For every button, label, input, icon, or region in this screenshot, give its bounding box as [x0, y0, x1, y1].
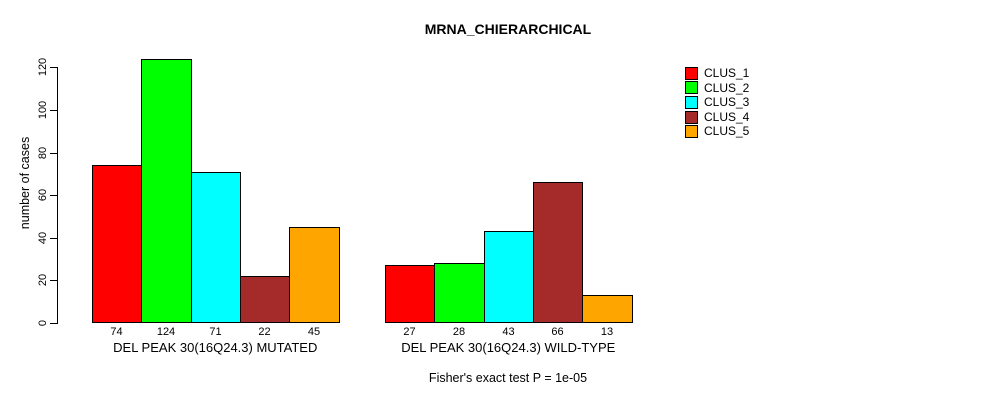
bar-value-label: 66	[551, 326, 564, 338]
bar-clus_4-group2	[533, 182, 583, 323]
legend-item: CLUS_2	[685, 81, 749, 96]
y-tick-label: 100	[37, 100, 49, 120]
bar-clus_4-group1	[240, 276, 290, 323]
y-tick-label: 80	[37, 146, 49, 160]
bar-clus_3-group1	[191, 172, 241, 323]
bar-value-label: 27	[403, 326, 416, 338]
legend-item: CLUS_1	[685, 66, 749, 81]
legend-item: CLUS_3	[685, 95, 749, 110]
bar-value-label: 13	[600, 326, 614, 338]
bar-value-label: 22	[258, 326, 271, 338]
y-tick-label: 40	[37, 231, 49, 245]
bar-value-label: 45	[307, 326, 321, 338]
bar-clus_5-group1	[289, 227, 340, 323]
y-tick-mark	[50, 195, 58, 196]
bar-value-label: 28	[452, 326, 466, 338]
legend-label: CLUS_3	[704, 95, 750, 110]
statistical-test-note: Fisher's exact test P = 1e-05	[428, 371, 588, 385]
group-label: DEL PEAK 30(16Q24.3) WILD-TYPE	[401, 340, 616, 355]
y-tick-label: 60	[37, 188, 49, 202]
y-tick-mark	[50, 110, 58, 111]
y-axis-title: number of cases	[18, 136, 32, 230]
y-tick-label: 20	[37, 273, 49, 287]
bar-value-label: 74	[110, 326, 123, 338]
legend-swatch-icon	[685, 95, 698, 109]
bar-value-label: 71	[209, 326, 222, 338]
y-tick-mark	[50, 67, 58, 68]
chart-title: MRNA_CHIERARCHICAL	[424, 21, 592, 37]
legend-item: CLUS_4	[685, 110, 749, 125]
legend-label: CLUS_5	[704, 124, 750, 139]
legend-swatch-icon	[685, 125, 698, 139]
bar-clus_1-group1	[92, 165, 142, 323]
bar-value-label: 124	[156, 326, 176, 338]
y-tick-mark	[50, 153, 58, 154]
bar-clus_2-group2	[434, 263, 485, 323]
legend-swatch-icon	[685, 66, 698, 80]
y-tick-mark	[50, 323, 58, 324]
legend-label: CLUS_4	[704, 109, 750, 124]
bar-clus_5-group2	[582, 295, 633, 323]
legend-label: CLUS_1	[704, 66, 750, 80]
legend-swatch-icon	[685, 81, 698, 95]
bar-value-label: 43	[502, 326, 515, 338]
legend-item: CLUS_5	[685, 124, 749, 139]
legend-label: CLUS_2	[704, 80, 750, 95]
y-tick-label: 0	[37, 319, 49, 327]
legend: CLUS_1 CLUS_2 CLUS_3 CLUS_4 CLUS_5	[685, 66, 749, 139]
group-label: DEL PEAK 30(16Q24.3) MUTATED	[113, 340, 318, 355]
y-tick-label: 120	[37, 57, 49, 77]
legend-swatch-icon	[685, 110, 698, 124]
bar-clus_1-group2	[385, 265, 435, 323]
y-tick-mark	[50, 280, 58, 281]
bar-clus_2-group1	[141, 59, 192, 323]
y-tick-mark	[50, 238, 58, 239]
bar-clus_3-group2	[484, 231, 534, 323]
